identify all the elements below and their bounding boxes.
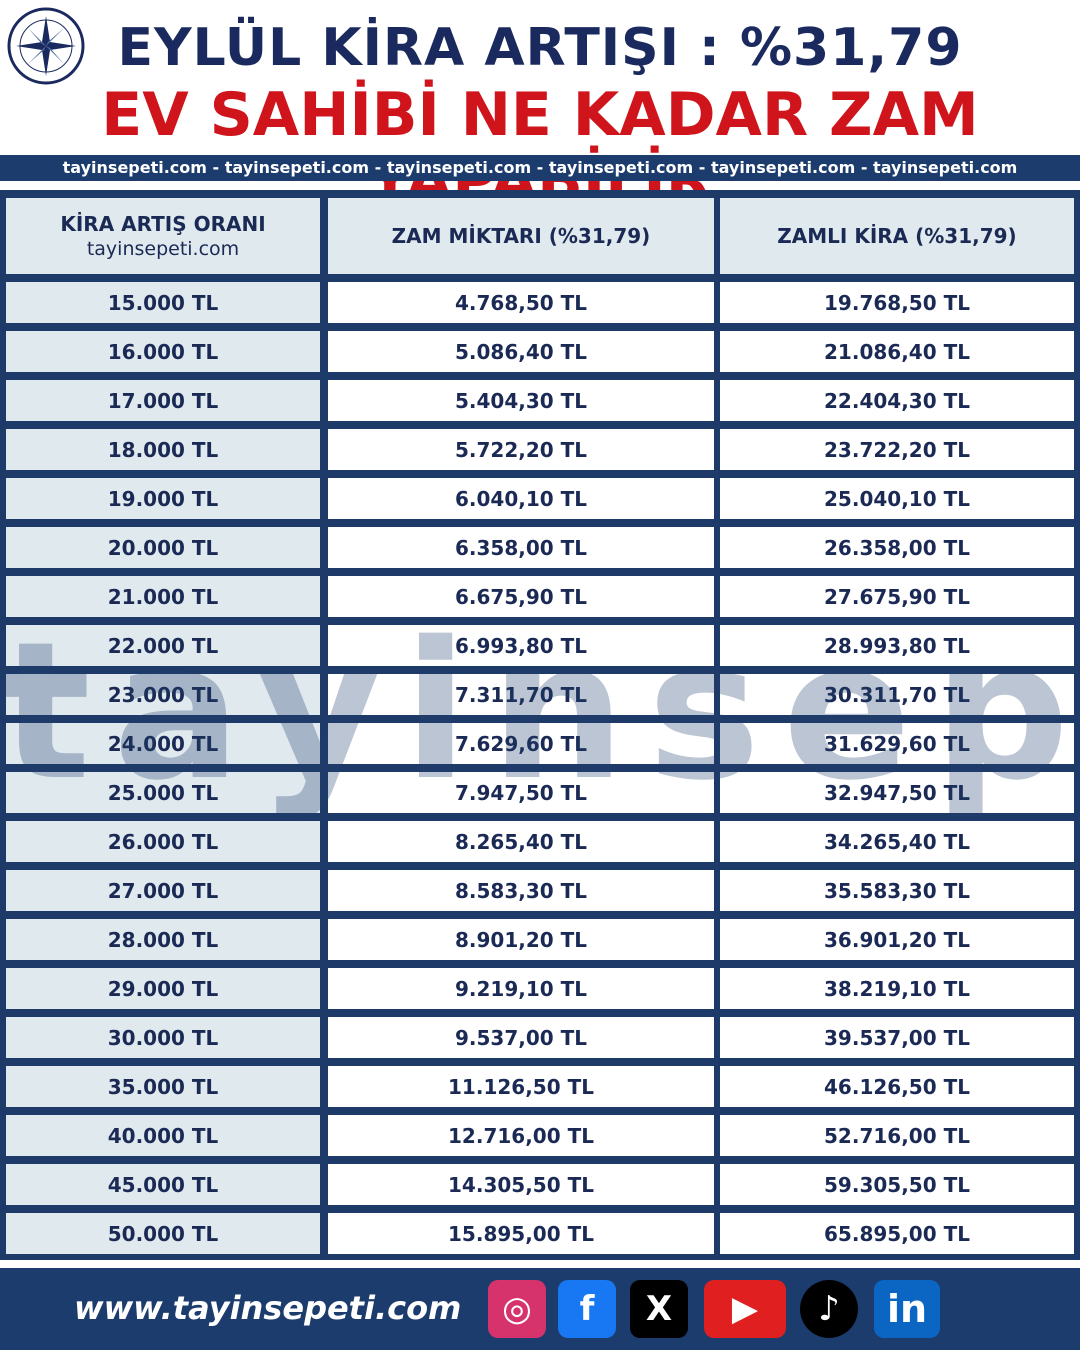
new-rent-cell: 30.311,70 TL [720,674,1074,715]
rent-cell: 24.000 TL [6,723,320,764]
increase-amount-cell: 9.537,00 TL [328,1017,714,1058]
increase-amount-cell: 6.040,10 TL [328,478,714,519]
increase-amount-cell: 7.311,70 TL [328,674,714,715]
compass-logo-icon [7,7,85,85]
new-rent-cell: 39.537,00 TL [720,1017,1074,1058]
increase-amount-cell: 7.947,50 TL [328,772,714,813]
new-rent-cell: 25.040,10 TL [720,478,1074,519]
new-rent-cell: 36.901,20 TL [720,919,1074,960]
column-header: KİRA ARTIŞ ORANI tayinsepeti.com [6,198,320,274]
new-rent-cell: 52.716,00 TL [720,1115,1074,1156]
increase-amount-cell: 15.895,00 TL [328,1213,714,1254]
facebook-icon[interactable]: f [558,1280,616,1338]
rent-cell: 35.000 TL [6,1066,320,1107]
rent-cell: 15.000 TL [6,282,320,323]
rent-cell: 22.000 TL [6,625,320,666]
increase-amount-cell: 12.716,00 TL [328,1115,714,1156]
increase-amount-cell: 8.901,20 TL [328,919,714,960]
new-rent-cell: 26.358,00 TL [720,527,1074,568]
linkedin-icon[interactable]: in [874,1280,940,1338]
youtube-icon[interactable]: ▶ [704,1280,786,1338]
new-rent-cell: 27.675,90 TL [720,576,1074,617]
rent-cell: 40.000 TL [6,1115,320,1156]
website-link[interactable]: www.tayinsepeti.com [74,1289,462,1327]
increase-amount-cell: 5.086,40 TL [328,331,714,372]
rent-cell: 25.000 TL [6,772,320,813]
increase-amount-cell: 8.265,40 TL [328,821,714,862]
new-rent-cell: 21.086,40 TL [720,331,1074,372]
rent-cell: 50.000 TL [6,1213,320,1254]
column-header-sub: tayinsepeti.com [86,238,240,260]
instagram-icon[interactable]: ◎ [488,1280,546,1338]
new-rent-cell: 28.993,80 TL [720,625,1074,666]
increase-amount-cell: 11.126,50 TL [328,1066,714,1107]
new-rent-cell: 19.768,50 TL [720,282,1074,323]
increase-amount-cell: 9.219,10 TL [328,968,714,1009]
increase-amount-cell: 8.583,30 TL [328,870,714,911]
rent-cell: 23.000 TL [6,674,320,715]
rent-cell: 19.000 TL [6,478,320,519]
rent-cell: 30.000 TL [6,1017,320,1058]
column-header: ZAM MİKTARI (%31,79) [328,198,714,274]
tiktok-icon[interactable]: ♪ [800,1280,858,1338]
header: EYLÜL KİRA ARTIŞI : %31,79 EV SAHİBİ NE … [0,0,1080,214]
increase-amount-cell: 6.675,90 TL [328,576,714,617]
footer: www.tayinsepeti.com ◎ f X ▶ ♪ in [0,1268,1080,1350]
column-header-label: ZAMLI KİRA (%31,79) [777,224,1017,248]
new-rent-cell: 35.583,30 TL [720,870,1074,911]
new-rent-cell: 59.305,50 TL [720,1164,1074,1205]
rent-increase-table: KİRA ARTIŞ ORANI tayinsepeti.com ZAM MİKTA… [0,190,1080,1260]
increase-amount-cell: 6.358,00 TL [328,527,714,568]
increase-amount-cell: 6.993,80 TL [328,625,714,666]
column-header-label: KİRA ARTIŞ ORANI [60,212,266,236]
rent-cell: 26.000 TL [6,821,320,862]
rent-cell: 16.000 TL [6,331,320,372]
rent-cell: 27.000 TL [6,870,320,911]
new-rent-cell: 46.126,50 TL [720,1066,1074,1107]
new-rent-cell: 22.404,30 TL [720,380,1074,421]
new-rent-cell: 65.895,00 TL [720,1213,1074,1254]
x-icon[interactable]: X [630,1280,688,1338]
rent-cell: 18.000 TL [6,429,320,470]
new-rent-cell: 34.265,40 TL [720,821,1074,862]
column-header: ZAMLI KİRA (%31,79) [720,198,1074,274]
increase-amount-cell: 4.768,50 TL [328,282,714,323]
column-header-label: ZAM MİKTARI (%31,79) [391,224,651,248]
rent-cell: 45.000 TL [6,1164,320,1205]
rent-cell: 17.000 TL [6,380,320,421]
rent-cell: 20.000 TL [6,527,320,568]
increase-amount-cell: 5.722,20 TL [328,429,714,470]
ticker-banner: tayinsepeti.com - tayinsepeti.com - tayi… [0,155,1080,181]
new-rent-cell: 23.722,20 TL [720,429,1074,470]
increase-amount-cell: 5.404,30 TL [328,380,714,421]
increase-amount-cell: 7.629,60 TL [328,723,714,764]
page-title: EYLÜL KİRA ARTIŞI : %31,79 [117,18,963,78]
increase-amount-cell: 14.305,50 TL [328,1164,714,1205]
rent-cell: 28.000 TL [6,919,320,960]
new-rent-cell: 31.629,60 TL [720,723,1074,764]
new-rent-cell: 38.219,10 TL [720,968,1074,1009]
rent-cell: 29.000 TL [6,968,320,1009]
new-rent-cell: 32.947,50 TL [720,772,1074,813]
rent-cell: 21.000 TL [6,576,320,617]
